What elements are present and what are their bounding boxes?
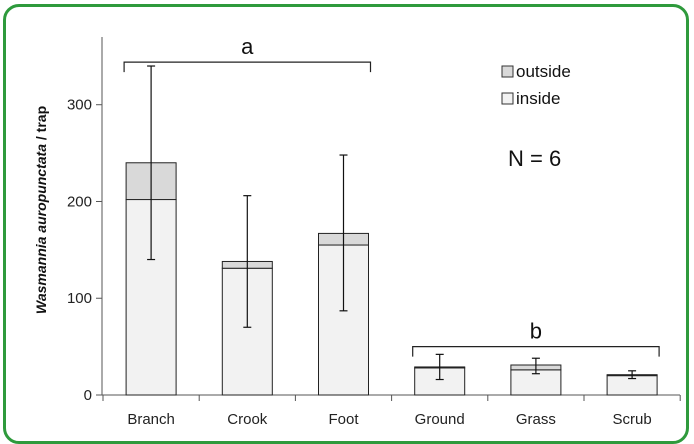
sample-size-label: N = 6 xyxy=(508,146,561,171)
y-axis-label: Wasmannia auropunctata / trap xyxy=(33,106,49,314)
stacked-bar-chart: Wasmannia auropunctata / trap 0 100 200 300… xyxy=(33,34,681,428)
x-tick-label-ground: Ground xyxy=(415,411,465,428)
y-axis-label-unit: / trap xyxy=(33,106,49,144)
legend-label-inside: inside xyxy=(516,89,560,108)
y-tick-label: 200 xyxy=(67,193,92,210)
svg-text:Wasmannia auropunctata / trap: Wasmannia auropunctata / trap xyxy=(33,106,49,314)
y-tick-label: 100 xyxy=(67,290,92,307)
group-bracket-b xyxy=(412,346,660,357)
group-bracket-a xyxy=(123,61,372,73)
plot-area: 0 100 200 300 Branch Crook Foot Ground Grass Scru… xyxy=(67,34,681,428)
y-tick-label: 0 xyxy=(84,387,92,404)
y-tick-label: 300 xyxy=(67,97,92,114)
group-label-b: b xyxy=(530,319,542,344)
x-tick-label-branch: Branch xyxy=(127,411,175,428)
legend: outside inside xyxy=(501,62,571,108)
y-axis-label-species: Wasmannia auropunctata xyxy=(33,144,49,314)
x-tick-label-grass: Grass xyxy=(516,411,556,428)
x-tick-label-scrub: Scrub xyxy=(613,411,652,428)
group-label-a: a xyxy=(241,34,254,59)
legend-label-outside: outside xyxy=(516,62,571,81)
legend-swatch-outside xyxy=(501,65,514,78)
x-tick-label-crook: Crook xyxy=(227,411,268,428)
x-tick-label-foot: Foot xyxy=(328,411,359,428)
legend-swatch-inside xyxy=(501,92,514,105)
